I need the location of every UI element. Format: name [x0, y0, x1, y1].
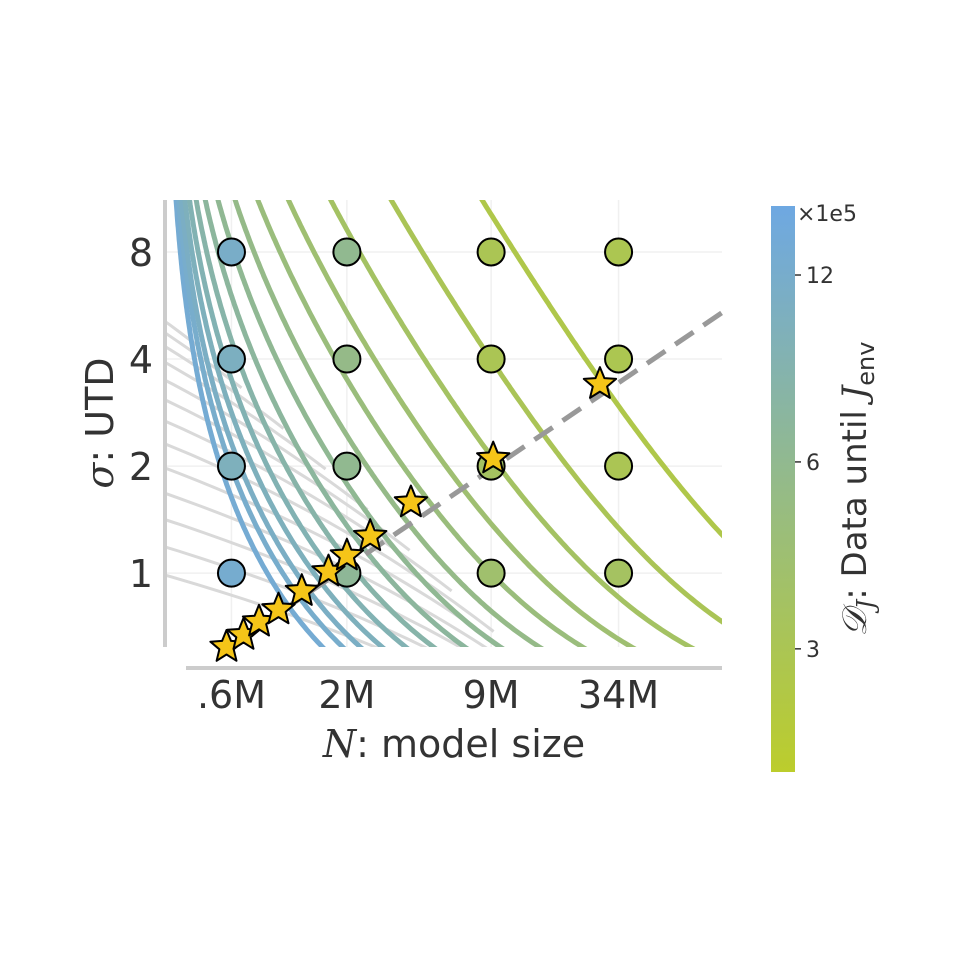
data-point: [476, 237, 506, 267]
optimal-point-star: [582, 366, 618, 399]
data-contour: [232, 200, 545, 647]
colorbar: [771, 206, 795, 772]
data-contour: [193, 200, 438, 647]
data-point: [476, 558, 506, 588]
colorbar-tick-label: 12: [806, 264, 834, 289]
data-point: [476, 344, 506, 374]
data-contour: [285, 200, 637, 647]
data-contour: [479, 200, 722, 539]
y-tick-label: 2: [129, 445, 153, 489]
background-contour: [165, 518, 463, 647]
colorbar-multiplier: ×1e5: [797, 202, 857, 227]
data-contour: [388, 200, 722, 625]
optimal-point-star: [284, 573, 319, 606]
data-point: [216, 344, 246, 374]
x-tick-label: 2M: [318, 673, 375, 717]
data-point: [332, 451, 362, 481]
background-contour: [165, 344, 285, 430]
colorbar-ticks: 12 6 3: [795, 264, 834, 663]
colorbar-tick-label: 3: [806, 638, 820, 663]
optimal-points: [209, 366, 618, 662]
data-point: [332, 237, 362, 267]
data-point: [216, 451, 246, 481]
background-contour: [165, 360, 327, 471]
optimal-point-star: [329, 537, 365, 571]
x-tick-label: 9M: [463, 673, 520, 717]
data-point: [604, 558, 634, 588]
optimal-point-star: [261, 591, 296, 625]
data-contour: [187, 200, 410, 647]
colorbar-label: 𝒟J: Data until Jenv: [835, 342, 880, 637]
x-tick-label: .6M: [197, 673, 266, 717]
data-point: [604, 451, 634, 481]
y-tick-labels: 1 2 4 8: [129, 231, 153, 596]
background-contour: [165, 319, 201, 349]
background-contour: [165, 573, 380, 647]
data-point: [332, 344, 362, 374]
colorbar-tick-label: 6: [806, 451, 820, 476]
x-tick-label: 34M: [578, 673, 659, 717]
data-point: [216, 237, 246, 267]
background-contour: [165, 419, 453, 593]
y-tick-label: 1: [129, 552, 153, 596]
data-point: [604, 344, 634, 374]
optimal-point-star: [476, 440, 511, 474]
optimal-point-star: [393, 484, 429, 518]
y-tick-label: 8: [129, 231, 153, 275]
y-tick-label: 4: [129, 338, 153, 382]
data-contour: [182, 200, 386, 647]
x-tick-labels: .6M 2M 9M 34M: [197, 673, 659, 717]
background-contour: [165, 466, 505, 647]
data-point: [604, 237, 634, 267]
background-contour: [165, 442, 495, 633]
background-contour: [165, 398, 411, 552]
background-contour: [165, 491, 488, 647]
x-axis-label: N: model size: [322, 722, 585, 766]
data-point: [216, 558, 246, 588]
background-contour: [165, 378, 369, 511]
y-axis-label: σ: UTD: [78, 357, 122, 488]
data-contour: [255, 200, 588, 647]
optimal-point-star: [353, 518, 388, 551]
